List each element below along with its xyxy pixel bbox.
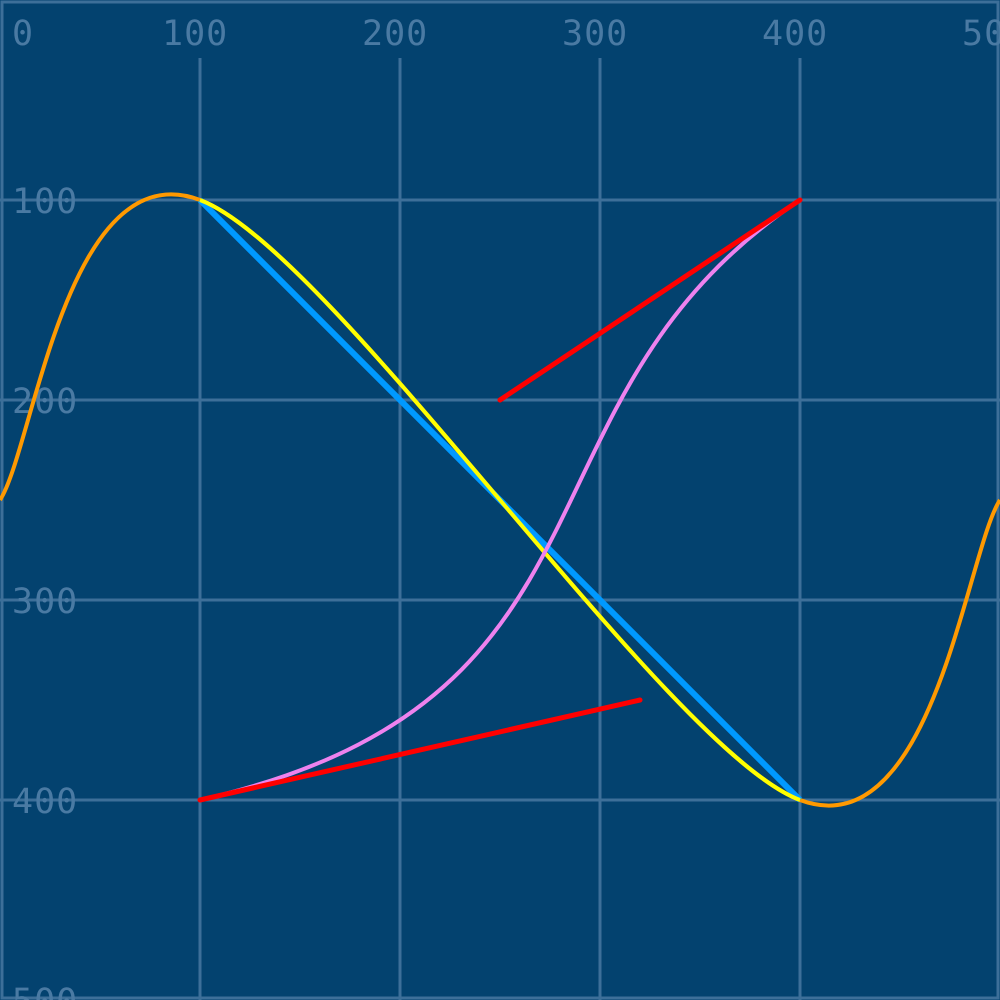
x-tick-label: 100 [162, 14, 228, 54]
y-tick-label: 100 [12, 182, 78, 222]
x-tick-label: 0 [12, 14, 34, 54]
x-tick-label: 400 [762, 14, 828, 54]
y-tick-label: 400 [12, 782, 78, 822]
yellow-curve [199, 198, 801, 802]
violet-curve [199, 198, 802, 802]
y-tick-label: 200 [12, 382, 78, 422]
x-tick-label: 200 [362, 14, 428, 54]
y-tick-label: 300 [12, 582, 78, 622]
red-control-handle [497, 197, 803, 403]
x-tick-label: 300 [562, 14, 628, 54]
red-control-handle [197, 697, 643, 803]
curves [0, 192, 1000, 808]
y-tick-label: 500 [12, 982, 78, 1000]
y-axis-ticks: 100 200 300 400 500 [12, 182, 78, 1000]
x-axis-ticks: 0 100 200 300 400 500 [12, 14, 1000, 54]
x-tick-label: 500 [962, 14, 1000, 54]
